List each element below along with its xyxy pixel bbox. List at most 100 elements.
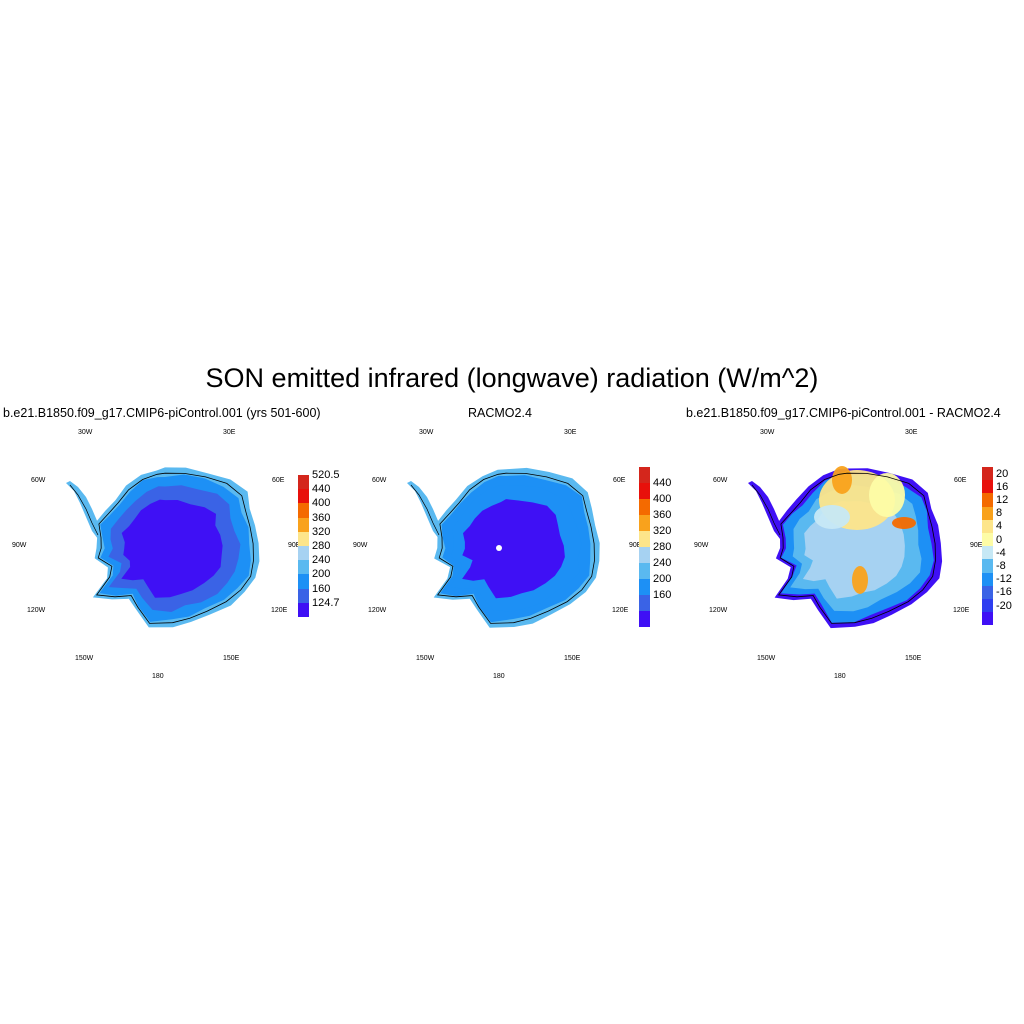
colorbar-swatch	[639, 563, 650, 579]
colorbar-swatch	[298, 489, 309, 504]
colorbar-label: -8	[996, 560, 1006, 572]
lon-label-90e: 90E	[629, 542, 642, 549]
colorbar-swatch	[639, 483, 650, 499]
lon-label-90w: 90W	[694, 542, 709, 549]
lon-label-90e: 90E	[970, 542, 983, 549]
lon-label-30w: 30W	[78, 429, 93, 436]
colorbar-label: 440	[312, 483, 331, 496]
colorbar-label: 0	[996, 533, 1003, 546]
lon-label-150w: 150W	[416, 655, 435, 662]
model-panel: b.e21.B1850.f09_g17.CMIP6-piControl.001 …	[0, 405, 340, 695]
colorbar-swatch	[298, 560, 309, 575]
colorbar-swatch	[982, 599, 993, 613]
colorbar-swatch	[298, 503, 309, 518]
lon-label-120e: 120E	[953, 607, 970, 614]
colorbar-label: 200	[653, 573, 672, 585]
lon-label-30w: 30W	[419, 429, 434, 436]
lon-label-120e: 120E	[271, 607, 288, 614]
lon-label-60e: 60E	[954, 477, 967, 484]
anomaly-patch	[892, 517, 916, 529]
colorbar-swatch	[982, 559, 993, 573]
lon-label-90e: 90E	[288, 542, 301, 549]
peninsula-coastline	[751, 484, 781, 536]
panel-title: RACMO2.4	[468, 406, 532, 420]
lon-label-60w: 60W	[31, 477, 46, 484]
colorbar-label: -16	[996, 586, 1012, 599]
colorbar-swatch	[298, 588, 309, 603]
antarctica-map	[748, 466, 943, 629]
lon-label-30e: 30E	[223, 429, 236, 436]
colorbar-swatch	[982, 585, 993, 599]
anomaly-patch	[832, 466, 852, 494]
colorbar-label: 360	[653, 509, 672, 521]
colorbar-swatch	[298, 475, 309, 490]
colorbar-swatch	[982, 480, 993, 494]
colorbar-swatch	[639, 595, 650, 611]
colorbar-swatch	[639, 611, 650, 627]
colorbar-label: 16	[996, 480, 1009, 493]
colorbar-swatch	[298, 602, 309, 617]
colorbar-swatch	[982, 467, 993, 481]
colorbar-swatch	[639, 531, 650, 547]
lon-label-60e: 60E	[613, 477, 626, 484]
lon-label-60w: 60W	[713, 477, 728, 484]
peninsula-region	[748, 481, 786, 539]
colorbar-label: 12	[996, 494, 1009, 506]
colorbar-label: 4	[996, 520, 1003, 533]
antarctica-map	[407, 467, 600, 628]
colorbar-swatch	[298, 574, 309, 589]
lon-label-120e: 120E	[612, 607, 629, 614]
colorbar-label: 200	[312, 568, 331, 581]
colorbar-swatch	[639, 547, 650, 563]
antarctica-map	[66, 467, 260, 628]
colorbar-label: 440	[653, 477, 672, 489]
anomaly-patch	[852, 566, 868, 594]
lon-label-150w: 150W	[757, 655, 776, 662]
peninsula-region	[407, 481, 445, 539]
colorbar-swatch	[982, 572, 993, 586]
colorbar-swatch	[982, 612, 993, 626]
colorbar-swatch	[982, 533, 993, 547]
lon-label-30w: 30W	[760, 429, 775, 436]
colorbar-label: 520.5	[312, 469, 340, 481]
difference-panel: b.e21.B1850.f09_g17.CMIP6-piControl.001 …	[682, 405, 1022, 695]
colorbar-swatch	[298, 517, 309, 532]
colorbar-swatch	[639, 467, 650, 483]
colorbar-label: 20	[996, 467, 1009, 480]
panel-title: b.e21.B1850.f09_g17.CMIP6-piControl.001 …	[686, 406, 1001, 420]
panel-title: b.e21.B1850.f09_g17.CMIP6-piControl.001 …	[3, 406, 321, 420]
colorbar-swatch	[298, 546, 309, 561]
missing-data-spot	[496, 545, 502, 551]
peninsula-region	[66, 481, 104, 539]
colorbar-label: 400	[653, 493, 672, 505]
colorbar-label: 360	[312, 511, 331, 524]
colorbar-swatch	[639, 499, 650, 515]
colorbar-swatch	[639, 515, 650, 531]
colorbar-label: 400	[312, 497, 331, 510]
region-interior	[462, 499, 565, 599]
colorbar-label: 320	[653, 525, 672, 537]
lon-label-60e: 60E	[272, 477, 285, 484]
lon-label-150w: 150W	[75, 655, 94, 662]
colorbar-label: 160	[653, 589, 672, 601]
lon-label-120w: 120W	[27, 607, 46, 614]
lon-label-90w: 90W	[353, 542, 368, 549]
colorbar-label: 124.7	[312, 596, 340, 609]
colorbar-label: -12	[996, 573, 1012, 586]
colorbar-swatch	[982, 493, 993, 507]
colorbar-swatch	[982, 519, 993, 533]
lon-label-30e: 30E	[905, 429, 918, 436]
colorbar-label: 240	[653, 557, 672, 569]
lon-label-150e: 150E	[564, 655, 581, 662]
lon-label-180: 180	[834, 673, 846, 680]
lon-label-30e: 30E	[564, 429, 577, 436]
colorbar-label: 160	[312, 582, 331, 595]
colorbar-swatch	[982, 546, 993, 560]
lon-label-180: 180	[152, 673, 164, 680]
anomaly-patch	[869, 473, 905, 517]
colorbar-swatch	[639, 579, 650, 595]
lon-label-120w: 120W	[368, 607, 387, 614]
colorbar-label: 280	[312, 540, 331, 552]
colorbar-label: -4	[996, 546, 1006, 559]
colorbar-label: 280	[653, 541, 672, 553]
